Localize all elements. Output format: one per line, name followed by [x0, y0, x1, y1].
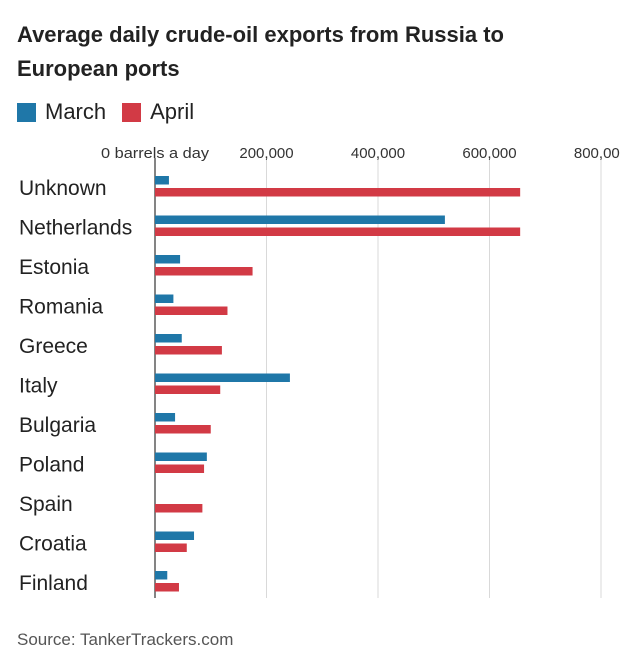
x-tick-label-800000: 800,000 [574, 145, 620, 162]
category-label-romania: Romania [19, 296, 103, 319]
bar-march-italy [155, 373, 290, 382]
legend-label-april: April [150, 99, 195, 124]
bar-march-estonia [155, 255, 181, 264]
chart-title: Average daily crude-oil exports from Rus… [17, 22, 504, 81]
source-note: Source: TankerTrackers.com [17, 630, 234, 649]
legend: March April [17, 98, 210, 126]
category-label-netherlands: Netherlands [19, 217, 132, 240]
x-tick-label-200000: 200,000 [239, 145, 293, 162]
category-label-unknown: Unknown [19, 177, 107, 200]
bar-april-croatia [155, 543, 187, 552]
category-label-poland: Poland [19, 454, 84, 477]
category-label-finland: Finland [19, 572, 88, 595]
bar-march-croatia [155, 531, 195, 540]
legend-swatch-march [17, 102, 36, 122]
legend-item-march: March [17, 99, 106, 125]
bar-april-greece [155, 346, 222, 355]
bar-april-unknown [155, 188, 521, 197]
bar-march-finland [155, 571, 168, 580]
legend-swatch-april [122, 102, 142, 122]
bar-april-italy [155, 385, 221, 394]
bar-april-netherlands [155, 227, 521, 236]
category-label-estonia: Estonia [19, 256, 89, 279]
category-label-italy: Italy [19, 375, 58, 398]
bar-april-romania [155, 306, 228, 315]
x-tick-label-0: 0 barrels a day [101, 145, 210, 162]
bar-april-bulgaria [155, 425, 211, 434]
bar-april-poland [155, 464, 205, 473]
bar-march-bulgaria [155, 413, 176, 422]
bar-april-finland [155, 583, 179, 592]
legend-label-march: March [45, 99, 107, 124]
bar-april-spain [155, 504, 203, 513]
bar-march-greece [155, 334, 182, 343]
category-label-greece: Greece [19, 335, 88, 358]
bar-april-estonia [155, 267, 253, 276]
x-tick-label-600000: 600,000 [462, 145, 516, 162]
bar-march-unknown [155, 176, 169, 185]
category-label-croatia: Croatia [19, 533, 87, 556]
bar-march-netherlands [155, 215, 445, 224]
bar-march-romania [155, 294, 174, 303]
category-label-spain: Spain [19, 493, 73, 516]
bar-march-poland [155, 452, 207, 461]
x-tick-label-400000: 400,000 [351, 145, 405, 162]
bar-chart: 0 barrels a day 200,000 400,000 600,000 800,… [19, 145, 620, 598]
category-label-bulgaria: Bulgaria [19, 414, 96, 437]
legend-item-april: April [122, 99, 194, 125]
